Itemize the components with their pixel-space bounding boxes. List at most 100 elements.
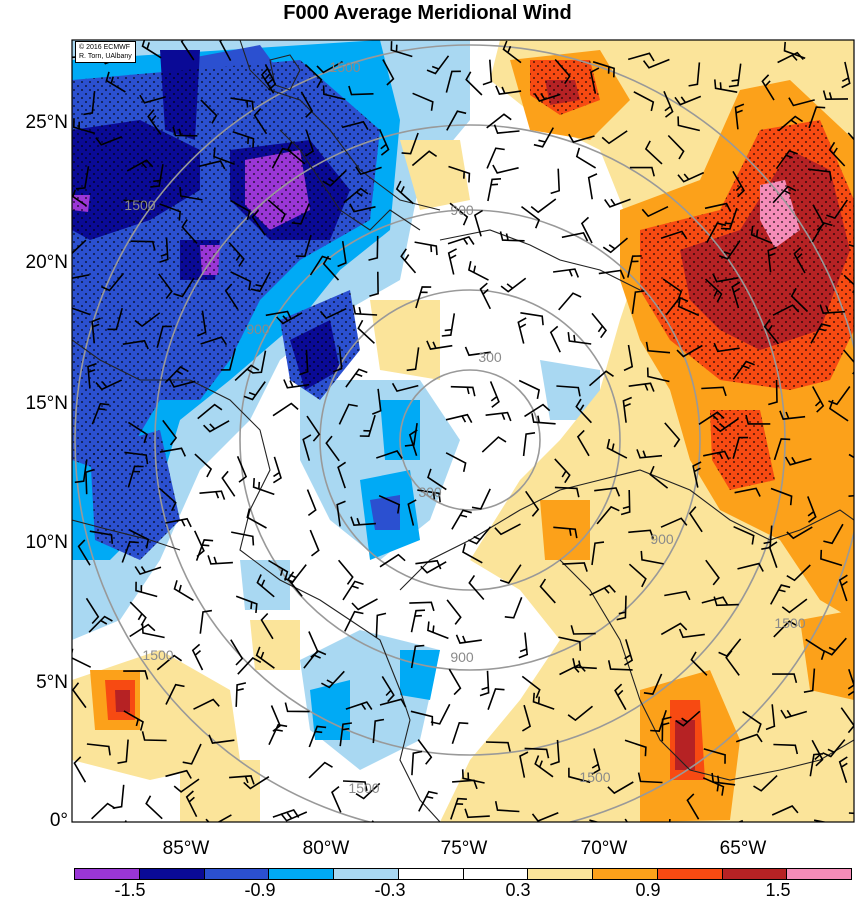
wind-barb-icon — [250, 271, 271, 293]
wind-barb-icon — [494, 523, 521, 536]
wind-barb-icon — [117, 739, 129, 764]
wind-barb-icon — [568, 767, 591, 784]
colorbar-swatch — [334, 869, 399, 879]
wind-barb-icon — [430, 703, 451, 725]
wind-barb-icon — [518, 379, 541, 400]
wind-barb-icon — [620, 489, 631, 516]
wind-barb-icon — [773, 743, 799, 755]
wind-barb-icon — [72, 40, 854, 822]
wind-barb-icon — [499, 564, 522, 584]
wind-barb-icon — [828, 386, 851, 406]
wind-barb-icon — [763, 318, 780, 345]
wind-barb-icon — [302, 434, 312, 461]
wind-barb-icon — [624, 739, 647, 757]
wind-barb-icon — [382, 59, 395, 86]
wind-barb-icon — [554, 458, 571, 484]
wind-barb-icon — [337, 559, 354, 585]
wind-barb-icon — [445, 70, 461, 93]
wind-barb-icon — [471, 488, 491, 510]
wind-barb-icon — [124, 451, 149, 465]
wind-barb-icon — [322, 85, 346, 101]
wind-barb-icon — [539, 578, 556, 604]
wind-barb-icon — [550, 739, 560, 766]
wind-barb-icon — [243, 381, 266, 401]
wind-barb-icon — [325, 435, 340, 462]
wind-barb-icon — [667, 134, 685, 160]
wind-barb-icon — [256, 574, 275, 598]
range-rings — [74, 44, 854, 822]
wind-barb-icon — [734, 103, 745, 130]
wind-barb-icon — [331, 785, 342, 813]
wind-barb-icon — [268, 559, 289, 581]
wind-barb-icon — [661, 716, 672, 742]
wind-barb-icon — [826, 199, 848, 220]
wind-barb-icon — [332, 346, 343, 373]
wind-barb-icon — [77, 539, 91, 566]
wind-barb-icon — [495, 85, 522, 95]
wind-barb-icon — [159, 237, 169, 263]
range-ring — [399, 369, 541, 511]
wind-barb-icon — [306, 415, 321, 442]
wind-barb-icon — [499, 231, 525, 242]
wind-barb-icon — [688, 62, 701, 87]
wind-barb-icon — [126, 159, 154, 172]
wind-barb-icon — [378, 494, 401, 514]
wind-barb-icon — [295, 234, 312, 258]
contour-label: 900 — [450, 649, 474, 665]
wind-barb-icon — [772, 673, 798, 684]
wind-barb-icon — [306, 489, 317, 517]
wind-barb-icon — [745, 414, 771, 425]
wind-barb-icon — [828, 141, 846, 167]
wind-barb-icon — [482, 59, 493, 86]
wind-barb-icon — [417, 489, 441, 503]
wind-barb-icon — [74, 459, 88, 484]
wind-barb-icon — [808, 106, 826, 129]
wind-barb-icon — [322, 169, 347, 187]
wind-barb-icon — [781, 598, 808, 614]
wind-barb-icon — [733, 525, 755, 545]
wind-barb-icon — [129, 601, 147, 626]
wind-barb-icon — [712, 273, 739, 283]
wind-barb-icon — [640, 550, 664, 565]
wind-barb-icon — [822, 90, 849, 101]
wind-barb-icon — [348, 85, 374, 96]
wind-barb-icon — [272, 456, 282, 484]
wind-barb-icon — [601, 130, 628, 145]
wind-barb-icon — [375, 612, 387, 638]
wind-barb-icon — [316, 61, 343, 74]
wind-barb-icon — [807, 496, 817, 523]
wind-barb-icon — [771, 805, 799, 816]
lat-label: 0° — [49, 810, 68, 831]
wind-barb-icon — [492, 164, 519, 174]
wind-barb-icon — [100, 272, 125, 292]
wind-barb-icon — [518, 632, 529, 659]
wind-barb-icon — [85, 597, 100, 625]
wind-barb-icon — [193, 698, 220, 710]
wind-barb-icon — [445, 452, 467, 472]
wind-barb-icon — [376, 450, 403, 459]
wind-barb-icon — [823, 523, 844, 545]
wind-barb-icon — [614, 683, 627, 711]
wind-barb-icon — [350, 516, 376, 527]
wind-barb-icon — [628, 382, 655, 392]
wind-barb-icon — [701, 596, 729, 606]
wind-barb-icon — [524, 403, 551, 418]
wind-barb-icon — [629, 166, 655, 177]
wind-barb-icon — [642, 58, 670, 69]
lat-label: 25°N — [25, 112, 68, 133]
contour-label: 900 — [450, 202, 474, 218]
wind-barb-icon — [407, 499, 417, 526]
wind-barb-icon — [777, 115, 804, 132]
wind-barb-icon — [235, 682, 247, 707]
wind-barb-icon — [156, 325, 172, 348]
wind-barb-icon — [371, 388, 382, 415]
contour-label: 1500 — [124, 197, 155, 213]
wind-barb-icon — [345, 368, 368, 388]
contour-label: 1500 — [142, 647, 173, 663]
wind-barb-icon — [141, 731, 167, 742]
wind-barb-icon — [786, 564, 811, 582]
wind-barb-icon — [519, 751, 529, 778]
wind-barb-icon — [72, 682, 87, 709]
wind-barb-icon — [75, 166, 90, 190]
wind-barb-icon — [533, 92, 561, 102]
